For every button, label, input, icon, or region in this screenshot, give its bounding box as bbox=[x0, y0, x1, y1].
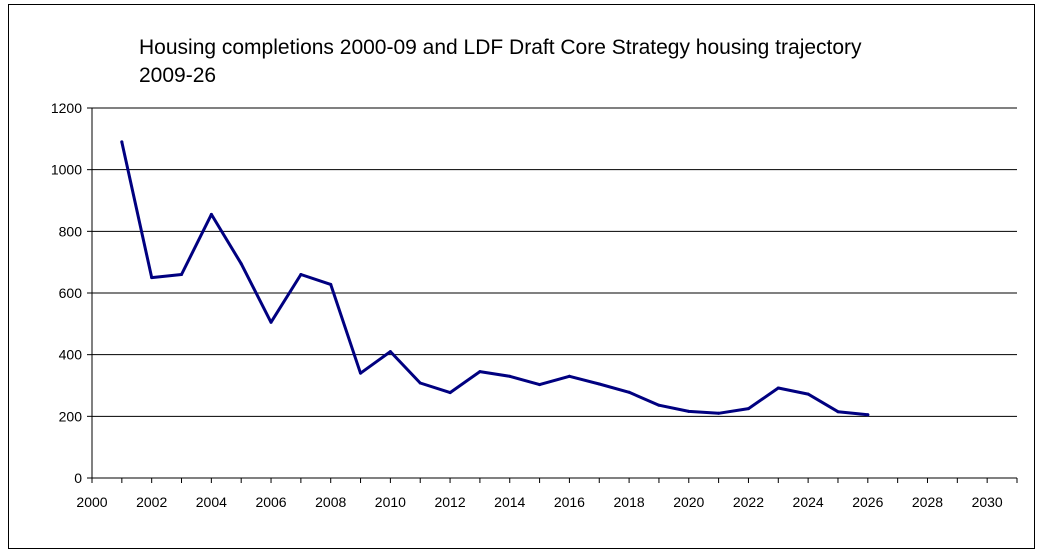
x-tick-label: 2028 bbox=[912, 494, 943, 510]
data-point bbox=[180, 273, 184, 276]
y-tick-label: 800 bbox=[59, 223, 83, 239]
data-point bbox=[746, 407, 750, 411]
x-tick-label: 2006 bbox=[255, 494, 286, 510]
data-point bbox=[776, 386, 780, 390]
data-point bbox=[866, 413, 870, 417]
data-point bbox=[508, 374, 512, 378]
data-point bbox=[657, 403, 661, 407]
data-point bbox=[239, 262, 243, 266]
x-tick-label: 2024 bbox=[793, 494, 824, 510]
chart-title: Housing completions 2000-09 and LDF Draf… bbox=[139, 36, 862, 87]
data-point bbox=[329, 282, 333, 286]
series-line bbox=[120, 140, 870, 417]
data-point bbox=[567, 374, 571, 378]
y-tick-label: 1000 bbox=[51, 162, 82, 178]
x-tick-label: 2016 bbox=[554, 494, 585, 510]
data-point bbox=[418, 381, 422, 385]
x-tick-label: 2026 bbox=[852, 494, 883, 510]
x-tick-label: 2014 bbox=[494, 494, 525, 510]
x-tick-label: 2020 bbox=[673, 494, 704, 510]
data-point bbox=[209, 212, 213, 216]
y-tick-label: 0 bbox=[74, 470, 82, 486]
data-point bbox=[687, 409, 691, 413]
x-tick-label: 2030 bbox=[972, 494, 1003, 510]
chart-frame bbox=[8, 4, 1035, 549]
x-tick-label: 2002 bbox=[136, 494, 167, 510]
data-point bbox=[806, 392, 810, 396]
data-point bbox=[597, 382, 601, 386]
data-point bbox=[269, 320, 273, 324]
x-tick-label: 2012 bbox=[434, 494, 465, 510]
y-tick-label: 400 bbox=[59, 347, 83, 363]
data-point bbox=[717, 411, 721, 415]
data-point bbox=[627, 390, 631, 394]
data-point bbox=[448, 391, 452, 395]
data-point bbox=[538, 383, 542, 387]
x-tick-label: 2004 bbox=[196, 494, 227, 510]
y-tick-label: 200 bbox=[59, 408, 83, 424]
x-tick-label: 2022 bbox=[733, 494, 764, 510]
data-point bbox=[478, 370, 482, 374]
data-point bbox=[150, 276, 154, 280]
x-tick-label: 2000 bbox=[76, 494, 107, 510]
data-point bbox=[299, 273, 303, 276]
y-tick-label: 1200 bbox=[51, 100, 82, 116]
data-point bbox=[359, 371, 363, 375]
data-point bbox=[836, 410, 840, 414]
x-tick-label: 2010 bbox=[375, 494, 406, 510]
data-point bbox=[388, 350, 392, 354]
x-tick-label: 2008 bbox=[315, 494, 346, 510]
x-tick-label: 2018 bbox=[614, 494, 645, 510]
data-point bbox=[120, 140, 124, 144]
y-tick-label: 600 bbox=[59, 285, 83, 301]
